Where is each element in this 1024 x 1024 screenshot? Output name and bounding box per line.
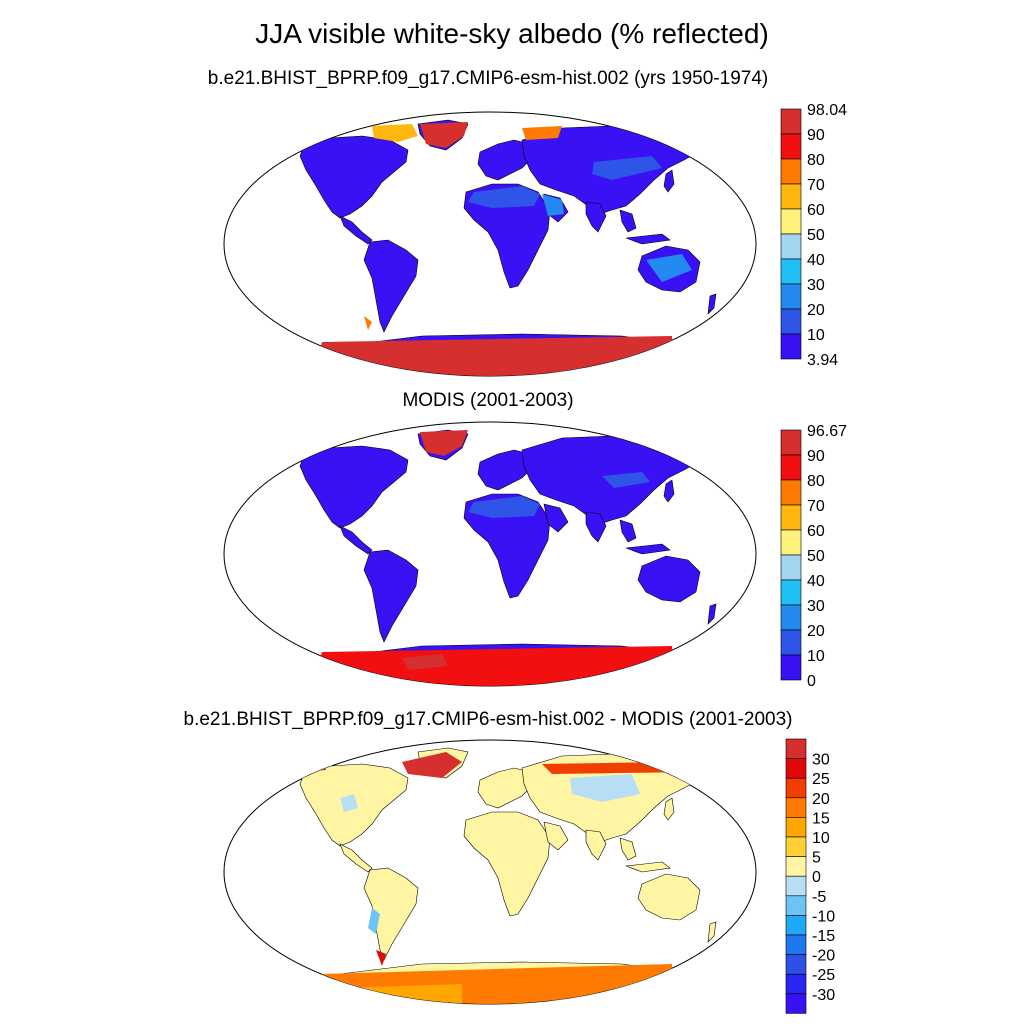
colorbar-2: 96.67 90 80 70 60 50 40 30 20 10 0 (780, 423, 847, 690)
colorbar-1-tick-label: 3.94 (807, 352, 838, 369)
colorbar-2-tick-label: 60 (807, 523, 825, 540)
colorbar-1-tick-label: 30 (807, 277, 825, 294)
map-panel-1 (223, 111, 757, 377)
colorbar-2-tick-label: 80 (807, 473, 825, 490)
colorbar-1-swatch (780, 133, 802, 160)
colorbar-2-swatch (780, 479, 802, 506)
colorbar-3-tick-label: 20 (812, 791, 830, 808)
colorbar-1-tick-label: 90 (807, 127, 825, 144)
colorbar-3-tick-label: -5 (812, 889, 826, 906)
colorbar-3-swatch (785, 797, 807, 818)
colorbar-3-tick-label: 0 (812, 869, 821, 886)
panel-2-title: MODIS (2001-2003) (402, 390, 574, 411)
colorbar-3-tick-label: -15 (812, 928, 835, 945)
colorbar-3-tick-label: 10 (812, 830, 830, 847)
figure-title: JJA visible white-sky albedo (% reflecte… (255, 18, 769, 49)
colorbar-1-tick-label: 50 (807, 227, 825, 244)
colorbar-1-tick-label: 20 (807, 302, 825, 319)
colorbar-2-swatch (780, 554, 802, 581)
colorbar-2-swatch (780, 529, 802, 556)
colorbar-3-tick-label: -30 (812, 987, 835, 1004)
colorbar-2-swatch (780, 604, 802, 631)
colorbar-3-swatch (785, 817, 807, 838)
colorbar-1-swatch (780, 208, 802, 235)
colorbar-2-swatch (780, 629, 802, 656)
map-panel-2 (223, 421, 757, 687)
colorbar-2-swatch (780, 429, 802, 456)
colorbar-3-tick-label: 5 (812, 850, 821, 867)
panel-3-title: b.e21.BHIST_BPRP.f09_g17.CMIP6-esm-hist.… (183, 709, 793, 730)
colorbar-3-tick-label: -20 (812, 948, 835, 965)
colorbar-2-swatch (780, 504, 802, 531)
map-panel-3 (223, 739, 757, 1005)
colorbar-1: 98.04 90 80 70 60 50 40 30 20 10 3.94 (780, 102, 847, 369)
colorbar-3-swatch (785, 738, 807, 759)
colorbar-2-tick-label: 90 (807, 448, 825, 465)
colorbar-3-tick-label: 25 (812, 771, 830, 788)
colorbar-1-tick-label: 80 (807, 152, 825, 169)
colorbar-3-swatch (785, 915, 807, 936)
colorbar-2-swatch (780, 654, 802, 681)
colorbar-1-swatch (780, 333, 802, 360)
colorbar-2-tick-label: 70 (807, 498, 825, 515)
colorbar-1-swatch (780, 158, 802, 185)
colorbar-3-swatch (785, 934, 807, 955)
colorbar-1-tick-label: 70 (807, 177, 825, 194)
colorbar-1-tick-label: 10 (807, 327, 825, 344)
colorbar-1-swatch (780, 233, 802, 260)
colorbar-2-tick-label: 96.67 (807, 423, 847, 440)
colorbar-2-tick-label: 10 (807, 648, 825, 665)
colorbar-3-tick-label: 15 (812, 810, 830, 827)
colorbar-3-swatch (785, 856, 807, 877)
colorbar-1-swatch (780, 258, 802, 285)
colorbar-3-swatch (785, 777, 807, 799)
colorbar-3-swatch (785, 993, 807, 1014)
colorbar-2-tick-label: 30 (807, 598, 825, 615)
colorbar-1-tick-label: 98.04 (807, 102, 847, 119)
colorbar-3-swatch (785, 973, 807, 995)
panel-1-title: b.e21.BHIST_BPRP.f09_g17.CMIP6-esm-hist.… (207, 68, 769, 89)
colorbar-2-swatch (780, 579, 802, 606)
colorbar-2-tick-label: 50 (807, 548, 825, 565)
colorbar-2-swatch (780, 454, 802, 481)
colorbar-3-tick-label: 30 (812, 752, 830, 769)
colorbar-3-tick-label: -25 (812, 967, 835, 984)
colorbar-1-swatch (780, 308, 802, 335)
colorbar-1-swatch (780, 108, 802, 135)
colorbar-3-swatch (785, 875, 807, 897)
colorbar-3-swatch (785, 895, 807, 916)
colorbar-2-tick-label: 0 (807, 673, 816, 690)
colorbar-3-swatch (785, 758, 807, 779)
colorbar-3-swatch (785, 954, 807, 975)
colorbar-1-tick-label: 60 (807, 202, 825, 219)
colorbar-2-tick-label: 20 (807, 623, 825, 640)
colorbar-1-tick-label: 40 (807, 252, 825, 269)
colorbar-1-swatch (780, 183, 802, 210)
colorbar-2-tick-label: 40 (807, 573, 825, 590)
colorbar-1-swatch (780, 283, 802, 310)
colorbar-3: 30 25 20 15 10 5 0 -5 -10 -15 -20 -25 -30 (785, 738, 835, 1014)
colorbar-3-swatch (785, 836, 807, 857)
colorbar-3-tick-label: -10 (812, 908, 835, 925)
